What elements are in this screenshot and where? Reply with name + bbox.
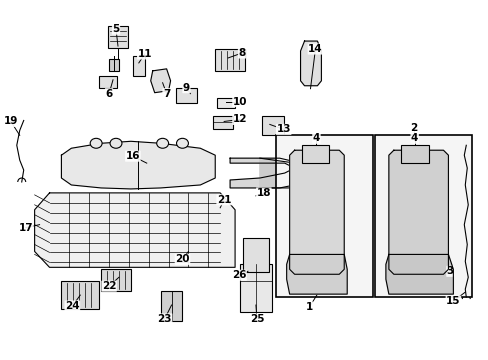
Polygon shape xyxy=(286,255,346,294)
Bar xyxy=(101,269,131,291)
Bar xyxy=(243,238,268,272)
Bar xyxy=(213,116,233,129)
Bar xyxy=(215,49,244,71)
Text: 25: 25 xyxy=(249,314,264,324)
Ellipse shape xyxy=(110,138,122,148)
Bar xyxy=(240,264,271,312)
Text: 10: 10 xyxy=(232,96,247,107)
Ellipse shape xyxy=(156,138,168,148)
Text: 14: 14 xyxy=(307,44,322,54)
Polygon shape xyxy=(61,141,215,189)
Text: 2: 2 xyxy=(409,123,416,134)
Text: 20: 20 xyxy=(175,255,189,264)
Text: 16: 16 xyxy=(125,151,140,161)
Text: 5: 5 xyxy=(112,24,120,34)
Polygon shape xyxy=(388,150,447,274)
Polygon shape xyxy=(259,158,339,188)
Bar xyxy=(400,145,427,163)
Text: 15: 15 xyxy=(445,296,460,306)
Text: 1: 1 xyxy=(305,302,312,312)
Text: 17: 17 xyxy=(19,222,33,233)
Bar xyxy=(133,56,144,76)
Bar xyxy=(217,98,235,108)
Text: 23: 23 xyxy=(157,314,171,324)
Text: 19: 19 xyxy=(3,116,18,126)
Text: 21: 21 xyxy=(217,195,231,205)
Bar xyxy=(161,291,182,321)
Text: 18: 18 xyxy=(256,188,270,198)
Text: 12: 12 xyxy=(232,114,247,125)
Polygon shape xyxy=(300,41,321,86)
Text: 22: 22 xyxy=(102,281,116,291)
Text: 26: 26 xyxy=(231,270,246,280)
Ellipse shape xyxy=(176,138,188,148)
Text: 4: 4 xyxy=(312,133,320,143)
Ellipse shape xyxy=(90,138,102,148)
Text: 7: 7 xyxy=(163,89,170,99)
Bar xyxy=(262,116,283,135)
Polygon shape xyxy=(289,150,344,274)
Text: 24: 24 xyxy=(65,301,80,311)
Text: 6: 6 xyxy=(105,89,112,99)
Bar xyxy=(175,88,197,103)
Bar xyxy=(301,145,328,163)
Bar xyxy=(374,135,471,297)
Polygon shape xyxy=(35,193,235,267)
Polygon shape xyxy=(230,158,319,188)
Text: 9: 9 xyxy=(183,83,190,93)
Text: 4: 4 xyxy=(410,133,418,143)
Bar xyxy=(99,76,117,88)
Bar xyxy=(275,135,372,297)
Text: 8: 8 xyxy=(238,48,245,58)
Text: 11: 11 xyxy=(137,49,152,59)
Bar xyxy=(109,59,119,71)
Polygon shape xyxy=(150,69,170,93)
Bar xyxy=(61,281,99,309)
Text: 3: 3 xyxy=(446,266,453,276)
Polygon shape xyxy=(385,255,452,294)
Bar xyxy=(108,26,128,48)
Text: 13: 13 xyxy=(276,125,290,134)
